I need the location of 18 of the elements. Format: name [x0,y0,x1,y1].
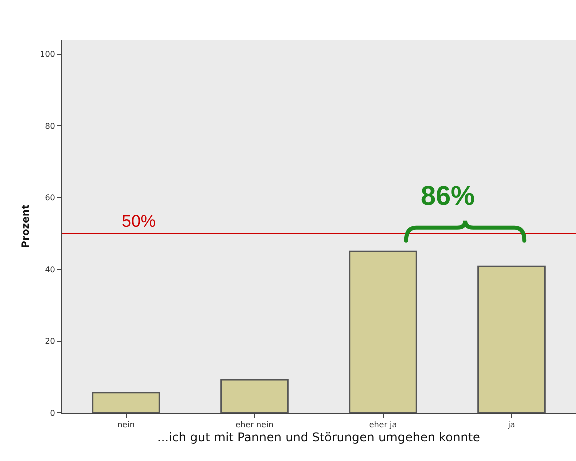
x-tick-label: eher nein [236,420,274,430]
bar [349,250,418,413]
x-tick-label: nein [118,420,135,430]
x-tick-label: ja [507,420,516,430]
y-tick-label: 100 [40,50,56,60]
x-tick-label: eher ja [369,420,398,430]
bar [220,379,289,413]
y-tick-label: 40 [45,265,56,274]
y-tick-label: 20 [45,337,56,346]
bar [92,392,160,413]
ref-line-label: 50% [122,212,156,231]
annotation: 86% [421,181,476,211]
y-axis-title: Prozent [21,204,32,248]
bar [478,266,546,413]
x-axis-title: ...ich gut mit Pannen und Störungen umgehen konnte [158,430,480,444]
y-tick-label: 80 [45,122,56,131]
y-tick-label: 0 [50,408,56,418]
y-tick-label: 60 [45,194,56,203]
